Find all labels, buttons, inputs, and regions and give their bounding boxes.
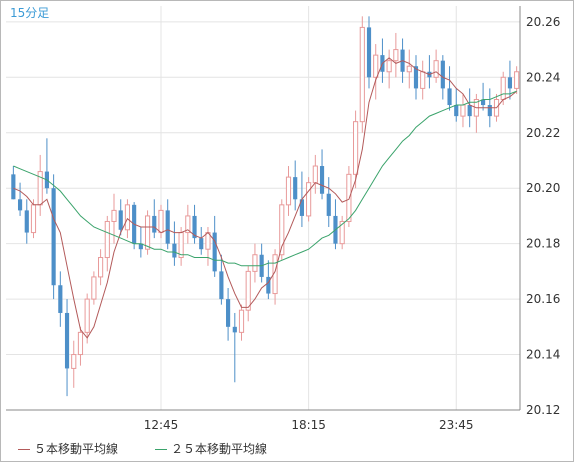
candle-body-up [406,65,412,73]
candle-body-up [359,26,365,123]
candle-body-down [299,199,304,216]
y-tick-label: 20.20 [526,181,560,195]
candle-body-up [71,354,77,369]
ma25-line [13,90,517,267]
candle-body-up [144,215,151,250]
candle-body-down [366,27,372,78]
legend: ５本移動平均線 ２５本移動平均線 [0,436,572,460]
candle-body-down [165,210,170,244]
candle-body-down [192,215,197,239]
candle-body-up [245,270,251,311]
candle-body-down [138,243,143,250]
x-tick-label: 18:15 [291,418,326,432]
candle-body-up [158,209,164,234]
candle-body-up [433,60,439,78]
candle-body-up [353,121,359,175]
legend-item-ma5: ５本移動平均線 [18,440,118,457]
candle-body-up [111,209,117,222]
candle-body-up [393,49,399,62]
candle-body-up [279,204,285,256]
legend-ma25-label: ２５本移動平均線 [171,442,268,456]
x-tick-label: 23:45 [439,418,474,432]
candle-body-up [185,215,191,234]
y-tick-label: 20.22 [526,126,560,140]
candle-body-up [91,276,97,300]
candle-body-down [17,199,23,211]
candle-body-down [481,99,486,106]
candle-body-up [306,182,312,217]
candle-body-down [326,193,331,216]
y-tick-label: 20.12 [526,403,560,417]
candle-body-down [64,312,70,369]
candle-body-up [373,54,379,78]
legend-item-ma25: ２５本移動平均線 [155,440,267,457]
candle-body-down [413,66,419,89]
candle-body-down [212,232,217,272]
y-tick-label: 20.16 [526,292,560,306]
candle-body-down [219,271,224,300]
candle-body-up [252,254,258,272]
candle-body-down [467,105,472,117]
y-tick-label: 20.18 [526,237,560,251]
candle-body-down [24,210,29,233]
candle-body-up [238,309,245,333]
ma25-swatch [155,449,167,450]
y-tick-label: 20.24 [526,70,560,84]
y-tick-label: 20.26 [526,15,560,29]
candle-body-down [440,60,445,89]
candle-body-up [460,104,466,117]
candle-body-up [339,220,345,245]
timeframe-label: 15分足 [10,6,49,20]
candle-body-down [454,105,459,117]
ma5-line [13,57,517,339]
candlestick-chart: 20.26 20.24 20.22 20.20 20.18 20.16 20.14 20.12… [6,6,560,432]
ma5-swatch [18,449,30,450]
candle-body-down [118,210,123,230]
candle-body-down [199,238,204,250]
x-tick-label: 12:45 [144,418,179,432]
legend-ma5-label: ５本移動平均線 [34,442,119,456]
candle-body-down [447,88,452,106]
candle-body-up [514,71,520,89]
candle-body-down [51,188,56,286]
candle-body-up [500,76,506,100]
candle-body-up [386,60,392,73]
candle-body-down [172,243,177,258]
candle-body-up [124,204,131,231]
candle-body-up [98,257,104,278]
candle-body-down [266,276,271,294]
candle-body-down [507,77,513,89]
candle-body-down [293,177,298,200]
candle-body-up [77,331,84,356]
candle-body-down [58,285,63,313]
candle-body-up [420,71,426,89]
candle-body-up [30,204,37,234]
candle-body-down [11,174,16,200]
y-tick-label: 20.14 [526,348,560,362]
candle-body-down [319,166,325,194]
candle-body-up [312,165,318,184]
candle-body-up [104,220,110,259]
candle-body-down [487,105,492,117]
candle-body-up [285,176,292,206]
candle-body-down [152,215,157,233]
candle-body-down [232,326,237,333]
candle-body-up [84,298,90,333]
candle-body-down [226,299,231,327]
